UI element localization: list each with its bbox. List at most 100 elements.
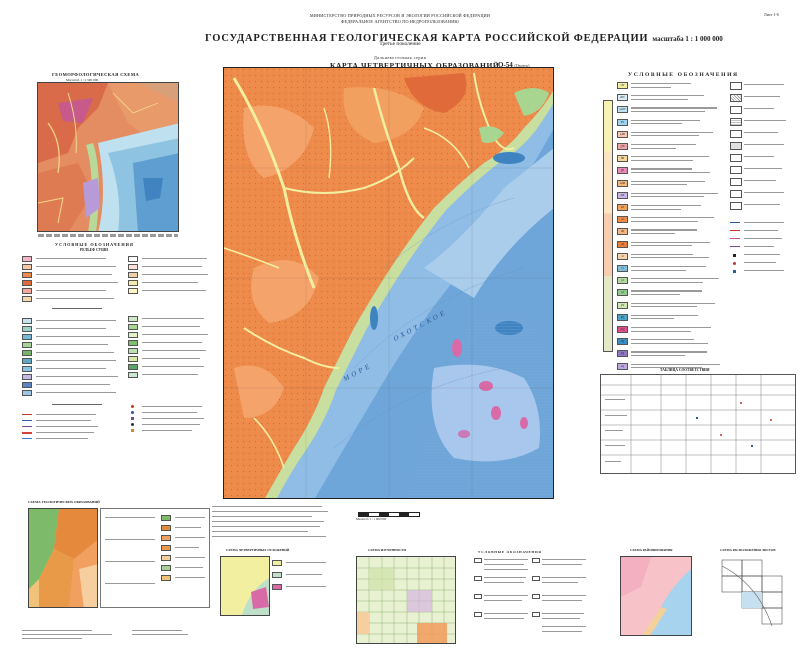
sheet-code: O-54 (498, 61, 513, 69)
legend-swatch: a,mII (617, 179, 628, 187)
left-legend-heading: УСЛОВНЫЕ ОБОЗНАЧЕНИЯ (55, 242, 134, 247)
footnote-block (22, 628, 202, 642)
inset-scale: Масштаб 1 : 2 500 000 (66, 78, 99, 82)
legend-swatch: lIV (617, 118, 628, 126)
legend-swatch: sI (617, 252, 628, 260)
symbol-box (730, 130, 742, 138)
legend-row: a,mIV (617, 106, 717, 114)
symbol-box (730, 118, 742, 126)
scheme-5-title: СХЕМА РАЙОНИРОВАНИЯ (630, 548, 673, 552)
legend-swatch (128, 256, 138, 262)
legend-dot (131, 423, 134, 426)
legend-row: ed (617, 216, 717, 224)
ministry-line: МИНИСТЕРСТВО ПРИРОДНЫХ РЕСУРСОВ И ЭКОЛОГ… (309, 13, 491, 18)
legend-swatch (128, 280, 138, 286)
sheet-name: (Охотск) (514, 63, 530, 68)
legend-row: mQ (617, 326, 717, 334)
scale-bar (358, 512, 420, 517)
sheet-number: O-54 (Охотск) (498, 61, 529, 69)
legend-row: mII (617, 191, 718, 200)
legend-swatch (128, 332, 138, 338)
legend-swatch: lQ (617, 338, 628, 346)
legend-swatch: βQ (617, 313, 628, 321)
scheme-5-svg (621, 557, 691, 635)
legend-line-symbol (22, 432, 32, 434)
scheme-3-svg (357, 557, 455, 643)
right-legend-list: aIV mIV a,mIV lIV a,lIII gIII fIII gII a,mII mII e… (617, 82, 720, 402)
legend-swatch (22, 382, 32, 388)
symbol-legend (730, 82, 790, 322)
scale-bar-label: Масштаб 1 : 1 000 000 (356, 517, 387, 521)
scale-text: масштаба 1 : 1 000 000 (652, 35, 723, 43)
legend-swatch (22, 390, 32, 396)
table-title: ТАБЛИЦА СООТВЕТСТВИЯ (660, 368, 710, 372)
left-legend-subheading: РЕЛЬЕФ СУШИ (80, 248, 108, 252)
legend-row: gIII (617, 143, 717, 151)
legend-swatch: mQ (617, 326, 628, 333)
main-map-frame: ОХОТСКОЕ МОРЕ (223, 67, 554, 499)
legend-row: a,mII (617, 179, 717, 188)
legend-swatch (128, 364, 138, 370)
symbol-box (730, 142, 742, 150)
legend-swatch: mII (617, 191, 628, 199)
right-legend-heading: УСЛОВНЫЕ ОБОЗНАЧЕНИЯ (628, 72, 739, 78)
symbol-line (730, 230, 740, 231)
symbol-box (730, 202, 742, 210)
symbol-line (730, 246, 740, 247)
legend-dot (131, 411, 134, 414)
legend-row: aIV (617, 82, 717, 90)
scheme-2-svg (221, 557, 269, 615)
legend-swatch: ed (617, 216, 628, 224)
legend-swatch: gII (617, 167, 628, 175)
legend-swatch: gIII (617, 143, 628, 150)
legend-line-symbol (22, 438, 32, 439)
legend-swatch (128, 356, 138, 362)
geomorph-inset-svg (38, 83, 178, 231)
inset-footnote (38, 234, 178, 237)
agency-line: ФЕДЕРАЛЬНОЕ АГЕНТСТВО ПО НЕДРОПОЛЬЗОВАНИ… (341, 19, 459, 24)
symbol-dot (733, 254, 736, 257)
title-text: ГОСУДАРСТВЕННАЯ ГЕОЛОГИЧЕСКАЯ КАРТА РОСС… (205, 33, 649, 44)
scheme-6-title: СХЕМА РАСПОЛОЖЕНИЯ ЛИСТОВ (720, 548, 776, 552)
legend-row: nI (617, 289, 717, 297)
legend-swatch (128, 272, 138, 278)
legend-row: eII (617, 204, 717, 212)
legend-row: dII (617, 228, 717, 236)
legend-row: pI (617, 277, 719, 285)
legend-swatch (22, 358, 32, 364)
legend-swatch (128, 264, 138, 270)
legend-swatch (22, 280, 32, 286)
legend-row: cII (617, 240, 717, 249)
legend-line-symbol (22, 426, 32, 427)
legend-dot (131, 405, 134, 408)
bibliography-block (212, 504, 332, 546)
legend-swatch (22, 342, 32, 348)
left-legend-column-2 (128, 256, 213, 476)
symbol-box (730, 190, 742, 198)
legend-swatch: dII (617, 228, 628, 236)
map-name: КАРТА ЧЕТВЕРТИЧНЫХ ОБРАЗОВАНИЙ (330, 61, 500, 70)
scheme-1-map (28, 508, 98, 608)
legend-row: vI (617, 265, 717, 273)
legend-swatch: pI (617, 277, 628, 285)
stratigraphic-column (603, 100, 613, 352)
scheme-2-title: СХЕМА ЧЕТВЕРТИЧНЫХ ОТЛОЖЕНИЙ (226, 548, 290, 552)
scheme-6-map (712, 556, 790, 634)
scheme-4-title: УСЛОВНЫЕ ОБОЗНАЧЕНИЯ (478, 550, 542, 554)
symbol-line (730, 238, 740, 239)
map-main-title: ГОСУДАРСТВЕННАЯ ГЕОЛОГИЧЕСКАЯ КАРТА РОСС… (205, 28, 723, 46)
legend-swatch: qN (617, 301, 628, 309)
main-map-svg (224, 68, 553, 498)
legend-line-symbol (22, 414, 32, 415)
legend-dot (131, 417, 134, 420)
legend-row: mIV (617, 94, 717, 102)
symbol-line (730, 222, 740, 223)
legend-row: sI (617, 252, 717, 261)
geomorph-inset-map (37, 82, 179, 232)
scheme-3-map (356, 556, 456, 644)
legend-swatch (22, 326, 32, 332)
symbol-box (730, 106, 742, 114)
symbol-box (730, 178, 742, 186)
legend-row: gII (617, 167, 717, 175)
symbol-box (730, 166, 742, 174)
